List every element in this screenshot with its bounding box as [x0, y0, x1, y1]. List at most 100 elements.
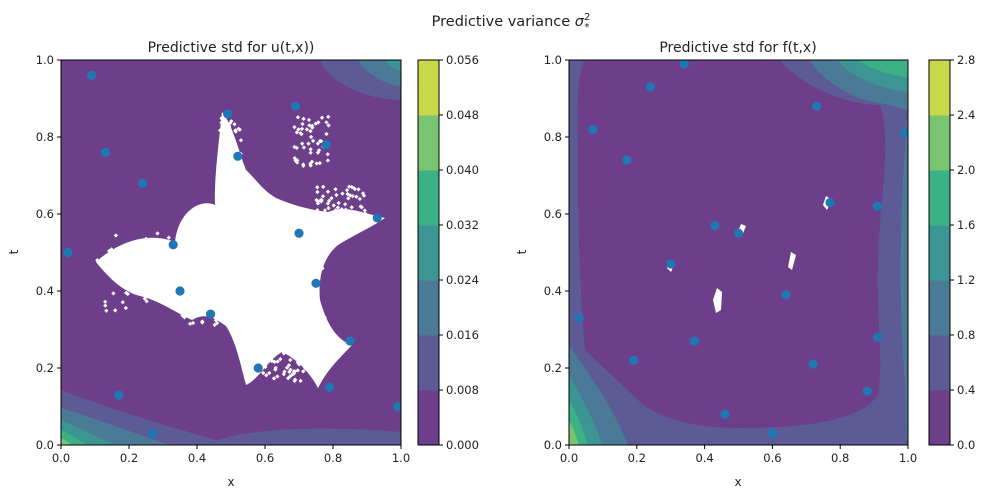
panel-u-speckle [276, 234, 282, 239]
panel-u-speckle [315, 201, 321, 206]
panel-u-speckle [308, 134, 314, 140]
panel-u-speckle [301, 289, 307, 294]
panel-u-xtick-label: 0.8 [324, 451, 342, 465]
panel-f-ytick-label: 0.6 [544, 207, 562, 221]
panel-u-xtick-label: 0.0 [52, 451, 70, 465]
panel-u-speckle [275, 218, 280, 224]
panel-u-speckle [199, 244, 204, 249]
panel-u-speckle [144, 299, 149, 304]
panel-u-ytick-label: 0.4 [36, 284, 54, 298]
panel-u-speckle [284, 214, 289, 219]
panel-u-speckle [325, 158, 330, 163]
panel-u-speckle [325, 189, 331, 194]
panel-u-speckle [306, 290, 311, 295]
panel-f-colorbar-tick-label: 1.6 [957, 218, 975, 232]
panel-u-observation-point [233, 151, 243, 161]
panel-u-speckle [230, 195, 235, 201]
panel-u-speckle [296, 284, 302, 289]
panel-u-observation-point [138, 178, 148, 188]
panel-u-speckle [285, 261, 290, 266]
panel-u-ytick-label: 0.8 [36, 130, 54, 144]
panel-u-speckle [307, 317, 312, 322]
panel-u-speckle [271, 376, 277, 381]
panel-u-speckle [279, 264, 284, 269]
panel-u-speckle [361, 193, 367, 198]
panel-f-gap-3 [788, 252, 796, 270]
panel-u-speckle [240, 164, 245, 169]
panel-u-speckle [322, 315, 327, 320]
panel-u-speckle [227, 121, 233, 126]
panel-u-speckle [188, 321, 193, 326]
panel-u-speckle [298, 292, 304, 297]
panel-f-observation-point [811, 101, 822, 111]
panel-u-speckle [308, 163, 313, 168]
panel-u-speckle [306, 293, 311, 298]
panel-u-observation-point [325, 382, 335, 392]
panel-u-speckle [285, 376, 291, 381]
panel-f-colorbar-tick-label: 1.2 [957, 273, 975, 287]
panel-u-speckle [148, 274, 153, 279]
panel-u-speckle [159, 266, 164, 272]
panel-u-speckle [238, 138, 244, 143]
panel-f-contour-right [900, 110, 908, 445]
panel-f-ylabel: t [515, 249, 529, 254]
panel-u-speckle [142, 269, 147, 274]
panel-u-speckle [256, 222, 261, 227]
panel-u-speckle [146, 248, 151, 253]
panel-u-speckle [326, 206, 331, 211]
panel-u-speckle [129, 257, 135, 263]
panel-u-speckle [155, 231, 160, 236]
panel-u-speckle [208, 283, 213, 288]
panel-f-xtick-label: 1.0 [899, 451, 917, 465]
panel-u-speckle [209, 274, 215, 279]
panel-u-speckle [186, 305, 191, 310]
panel-f-xtick-label: 0.0 [560, 451, 578, 465]
panel-u-speckle [284, 306, 289, 311]
panel-u-observation-point [114, 390, 124, 400]
panel-u-contour-top-right-3 [385, 60, 401, 71]
panel-u-speckle [357, 196, 362, 202]
panel-f-ytick-label: 0.2 [544, 361, 562, 375]
panel-u-speckle [308, 147, 313, 152]
panel-u-speckle [317, 160, 323, 166]
panel-u-contour-bottom [205, 428, 401, 445]
panel-u-speckle [352, 186, 357, 192]
panel-u-speckle [113, 233, 119, 238]
panel-u-speckle [304, 343, 309, 349]
panel-u-speckle [217, 128, 223, 133]
panel-f-xtick-label: 0.2 [628, 451, 646, 465]
panel-u-colorbar-tick-label: 0.024 [446, 273, 479, 287]
panel-u-speckle [288, 224, 293, 229]
panel-u-speckle [200, 320, 205, 325]
panel-u-speckle [306, 323, 311, 328]
panel-u-speckle [225, 198, 230, 203]
panel-u-speckle [310, 348, 315, 353]
panel-u-speckle [297, 298, 302, 303]
panel-u-speckle [180, 313, 185, 318]
panel-u-ytick-label: 0.2 [36, 361, 54, 375]
panel-u-speckle [140, 273, 145, 278]
panel-u-speckle [252, 232, 257, 237]
panel-u-xtick-label: 0.2 [120, 451, 138, 465]
panel-u-speckle [284, 345, 289, 350]
panel-f-xtick-label: 0.6 [763, 451, 781, 465]
panel-u-speckle [315, 141, 320, 146]
panel-u-speckle [339, 207, 344, 212]
panel-u-speckle [301, 163, 306, 169]
panel-f-observation-point [872, 332, 883, 342]
panel-u-speckle [276, 313, 281, 319]
panel-u-speckle [293, 243, 299, 248]
panel-u-speckle [259, 232, 264, 238]
panel-u-speckle [212, 322, 217, 327]
panel-u-title: Predictive std for u(t,x)) [148, 40, 315, 56]
panel-f-observation-point [825, 197, 835, 208]
panel-f-observation-point [588, 124, 598, 134]
panel-u-speckle [133, 257, 138, 262]
panel-u-colorbar-band [418, 390, 439, 446]
panel-u-speckle [176, 280, 181, 285]
panel-u-observations [63, 70, 401, 439]
panel-u-speckle [220, 185, 225, 191]
panel-u-speckle [275, 359, 280, 364]
panel-u-speckle [275, 374, 280, 379]
